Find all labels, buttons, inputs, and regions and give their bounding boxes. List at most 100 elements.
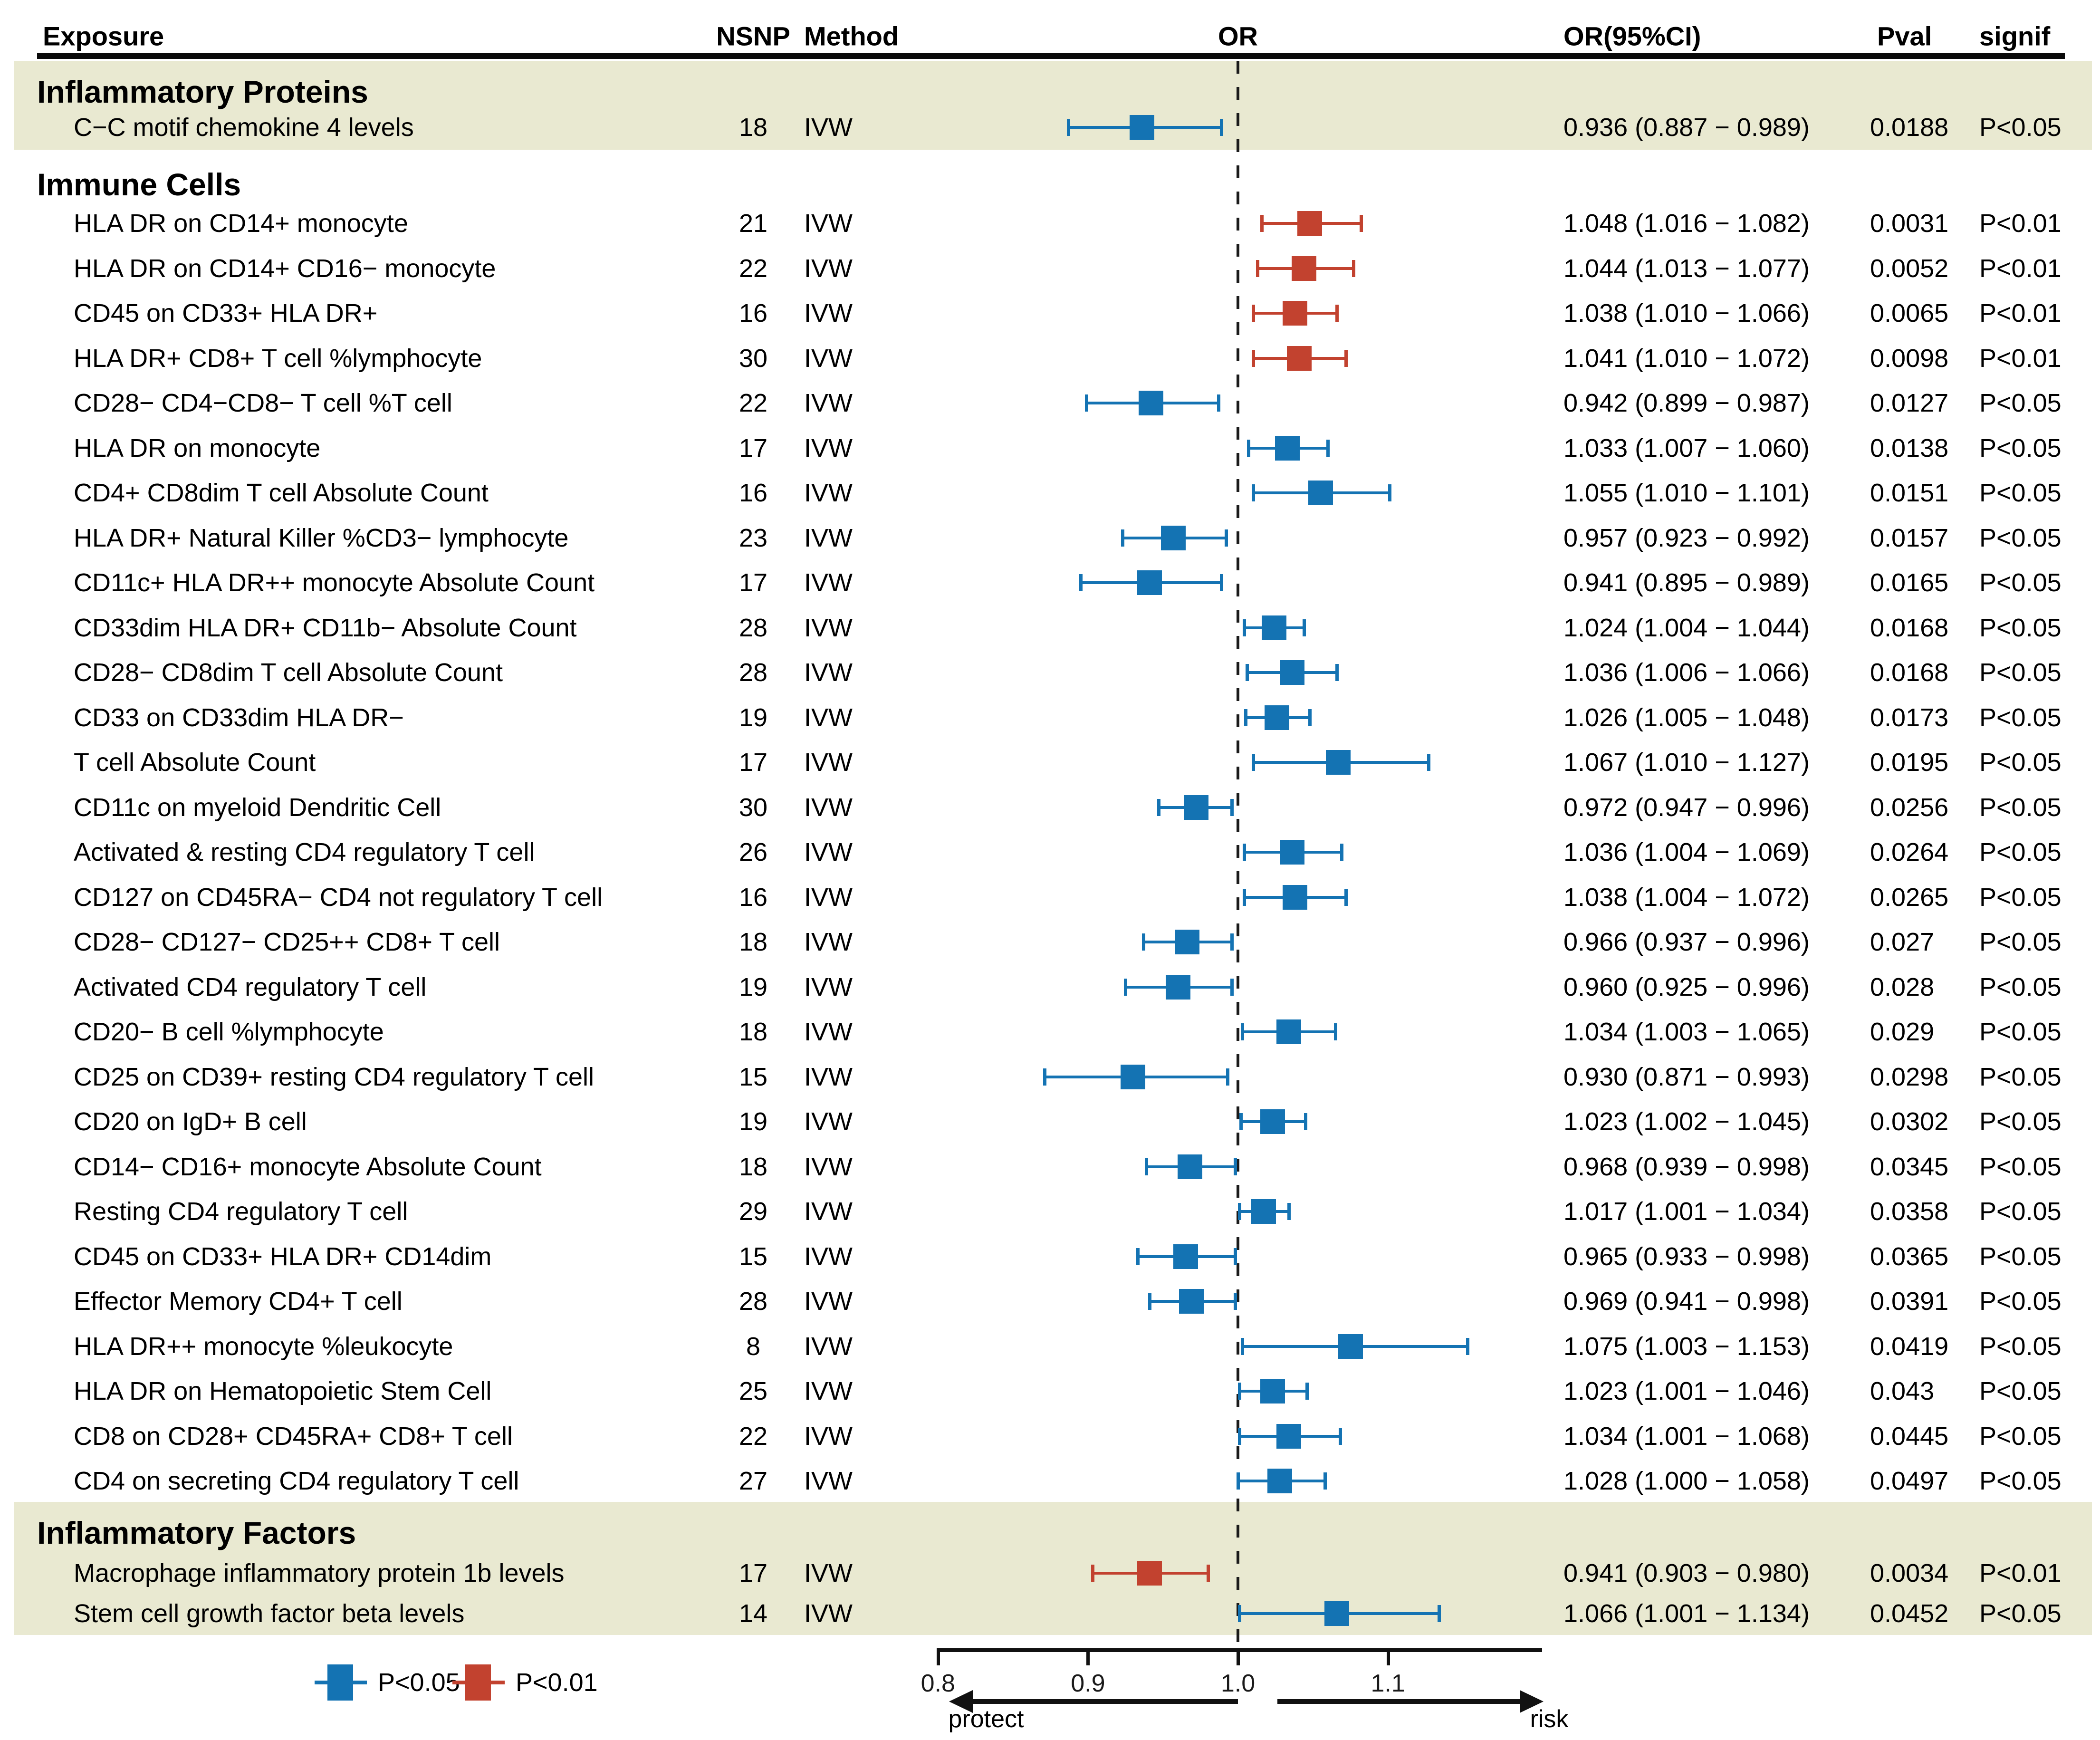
method-value: IVW bbox=[804, 1287, 853, 1316]
method-value: IVW bbox=[804, 344, 853, 373]
or-ci-value: 0.941 (0.895 − 0.989) bbox=[1563, 568, 1810, 597]
signif-value: P<0.05 bbox=[1979, 1287, 2062, 1316]
method-value: IVW bbox=[804, 1197, 853, 1226]
signif-value: P<0.05 bbox=[1979, 838, 2062, 866]
method-value: IVW bbox=[804, 1599, 853, 1628]
pval-value: 0.0052 bbox=[1870, 254, 1949, 283]
ci-cap-high bbox=[1352, 260, 1355, 277]
exposure-label: HLA DR on CD14+ CD16− monocyte bbox=[74, 254, 496, 283]
signif-value: P<0.05 bbox=[1979, 703, 2062, 732]
ci-cap-low bbox=[1247, 439, 1251, 457]
ci-cap-high bbox=[1233, 1158, 1237, 1175]
ci-cap-high bbox=[1388, 484, 1391, 501]
or-marker bbox=[1174, 930, 1199, 954]
ci-cap-low bbox=[1242, 619, 1246, 636]
or-ci-value: 0.930 (0.871 − 0.993) bbox=[1563, 1062, 1810, 1091]
pval-value: 0.0098 bbox=[1870, 344, 1949, 373]
or-marker bbox=[1138, 391, 1163, 415]
exposure-label: HLA DR on CD14+ monocyte bbox=[74, 209, 408, 238]
nsnp-value: 22 bbox=[738, 389, 768, 417]
method-value: IVW bbox=[804, 1018, 853, 1046]
nsnp-value: 18 bbox=[738, 1152, 768, 1181]
nsnp-value: 22 bbox=[738, 254, 768, 283]
exposure-label: HLA DR on Hematopoietic Stem Cell bbox=[74, 1377, 492, 1405]
ci-cap-high bbox=[1230, 933, 1234, 951]
method-value: IVW bbox=[804, 658, 853, 687]
signif-value: P<0.05 bbox=[1979, 883, 2062, 912]
pval-value: 0.0138 bbox=[1870, 433, 1949, 462]
exposure-label: CD8 on CD28+ CD45RA+ CD8+ T cell bbox=[74, 1422, 513, 1451]
section-band-inflammatory-factors bbox=[14, 1502, 2092, 1635]
or-ci-value: 0.960 (0.925 − 0.996) bbox=[1563, 972, 1810, 1001]
ci-cap-low bbox=[1085, 394, 1089, 412]
or-marker bbox=[1276, 1423, 1302, 1449]
exposure-label: CD4 on secreting CD4 regulatory T cell bbox=[74, 1467, 519, 1495]
ci-cap-low bbox=[1251, 754, 1255, 771]
nsnp-value: 15 bbox=[738, 1062, 768, 1091]
nsnp-value: 17 bbox=[738, 568, 768, 597]
protect-label: protect bbox=[948, 1705, 1024, 1733]
method-value: IVW bbox=[804, 299, 853, 327]
exposure-label: CD127 on CD45RA− CD4 not regulatory T ce… bbox=[74, 883, 603, 912]
exposure-label: Stem cell growth factor beta levels bbox=[74, 1599, 465, 1628]
ci-cap-high bbox=[1326, 439, 1330, 457]
ci-cap-high bbox=[1308, 709, 1312, 726]
signif-value: P<0.05 bbox=[1979, 1197, 2062, 1226]
header-divider-rule bbox=[37, 53, 2065, 59]
pval-value: 0.0034 bbox=[1870, 1559, 1949, 1587]
pval-value: 0.0157 bbox=[1870, 523, 1949, 552]
or-marker bbox=[1260, 1109, 1285, 1134]
or-marker bbox=[1279, 660, 1304, 685]
exposure-label: CD20 on IgD+ B cell bbox=[74, 1107, 307, 1136]
exposure-label: CD14− CD16+ monocyte Absolute Count bbox=[74, 1152, 542, 1181]
method-value: IVW bbox=[804, 748, 853, 777]
pval-value: 0.0188 bbox=[1870, 113, 1949, 142]
exposure-label: Resting CD4 regulatory T cell bbox=[74, 1197, 408, 1226]
reference-line-or-1 bbox=[1237, 61, 1239, 1648]
signif-value: P<0.01 bbox=[1979, 1559, 2062, 1587]
exposure-label: CD28− CD127− CD25++ CD8+ T cell bbox=[74, 928, 500, 956]
ci-cap-low bbox=[1244, 709, 1247, 726]
nsnp-value: 17 bbox=[738, 1559, 768, 1587]
or-ci-value: 0.936 (0.887 − 0.989) bbox=[1563, 113, 1810, 142]
signif-value: P<0.05 bbox=[1979, 523, 2062, 552]
method-value: IVW bbox=[804, 1559, 853, 1587]
ci-cap-low bbox=[1237, 1472, 1240, 1490]
nsnp-value: 17 bbox=[738, 748, 768, 777]
signif-value: P<0.05 bbox=[1979, 1467, 2062, 1495]
column-header-exposure: Exposure bbox=[43, 21, 164, 51]
or-ci-value: 1.026 (1.005 − 1.048) bbox=[1563, 703, 1810, 732]
nsnp-value: 14 bbox=[738, 1599, 768, 1628]
nsnp-value: 28 bbox=[738, 658, 768, 687]
x-axis-tick bbox=[1086, 1648, 1090, 1665]
ci-cap-low bbox=[1136, 1248, 1140, 1265]
or-marker bbox=[1279, 840, 1304, 865]
nsnp-value: 22 bbox=[738, 1422, 768, 1451]
or-marker bbox=[1261, 615, 1286, 640]
method-value: IVW bbox=[804, 1467, 853, 1495]
ci-cap-low bbox=[1251, 349, 1255, 367]
or-marker bbox=[1287, 346, 1312, 371]
signif-value: P<0.05 bbox=[1979, 113, 2062, 142]
legend-p05-label: P<0.05 bbox=[378, 1668, 460, 1697]
or-marker bbox=[1178, 1154, 1202, 1179]
ci-cap-high bbox=[1427, 754, 1430, 771]
ci-cap-low bbox=[1242, 844, 1246, 861]
signif-value: P<0.05 bbox=[1979, 1599, 2062, 1628]
ci-cap-low bbox=[1260, 215, 1264, 232]
column-header-nsnp: NSNP bbox=[716, 21, 790, 51]
x-axis-line bbox=[939, 1648, 1542, 1652]
or-ci-value: 0.972 (0.947 − 0.996) bbox=[1563, 793, 1810, 822]
or-marker bbox=[1326, 750, 1351, 775]
signif-value: P<0.05 bbox=[1979, 568, 2062, 597]
section-title-immune-cells: Immune Cells bbox=[37, 167, 241, 202]
pval-value: 0.028 bbox=[1870, 972, 1935, 1001]
or-marker bbox=[1291, 256, 1316, 281]
ci-cap-high bbox=[1226, 1068, 1229, 1086]
ci-cap-high bbox=[1302, 619, 1306, 636]
or-marker bbox=[1173, 1244, 1198, 1269]
or-ci-value: 1.066 (1.001 − 1.134) bbox=[1563, 1599, 1810, 1628]
ci-cap-high bbox=[1323, 1472, 1327, 1490]
pval-value: 0.0065 bbox=[1870, 299, 1949, 327]
